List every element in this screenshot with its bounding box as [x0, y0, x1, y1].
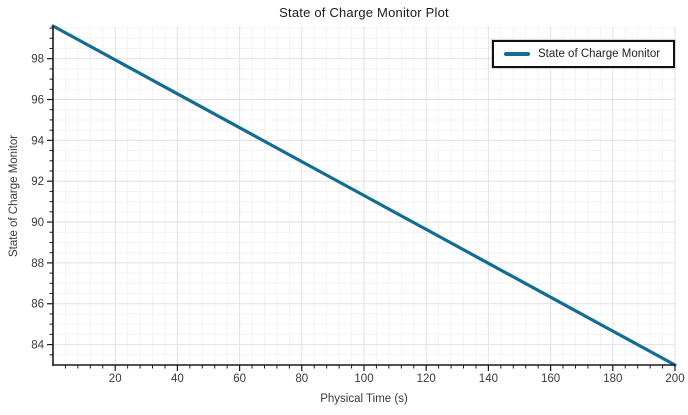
x-tick-label: 120: [417, 373, 436, 385]
x-tick-label: 180: [603, 373, 622, 385]
y-tick-label: 94: [31, 135, 44, 147]
y-tick-label: 84: [31, 340, 44, 352]
x-tick-label: 80: [295, 373, 308, 385]
legend-label: State of Charge Monitor: [538, 48, 661, 60]
y-tick-label: 98: [31, 54, 44, 66]
legend: State of Charge Monitor: [491, 39, 676, 69]
series-line: [51, 24, 677, 367]
x-axis-title: Physical Time (s): [320, 393, 408, 405]
x-tick-label: 40: [171, 373, 184, 385]
x-tick-label: 200: [665, 373, 684, 385]
x-tick-label: 20: [109, 373, 122, 385]
chart-title: State of Charge Monitor Plot: [279, 5, 449, 20]
y-tick-label: 90: [31, 217, 44, 229]
x-tick-label: 140: [479, 373, 498, 385]
y-tick-label: 88: [31, 258, 44, 270]
y-tick-label: 86: [31, 299, 44, 311]
x-tick-label: 60: [233, 373, 246, 385]
y-tick-label: 96: [31, 95, 44, 107]
legend-line-swatch-icon: [504, 52, 530, 56]
y-axis-title: State of Charge Monitor: [8, 134, 20, 258]
x-tick-label: 100: [354, 373, 373, 385]
y-tick-label: 92: [31, 176, 44, 188]
x-tick-label: 160: [541, 373, 560, 385]
